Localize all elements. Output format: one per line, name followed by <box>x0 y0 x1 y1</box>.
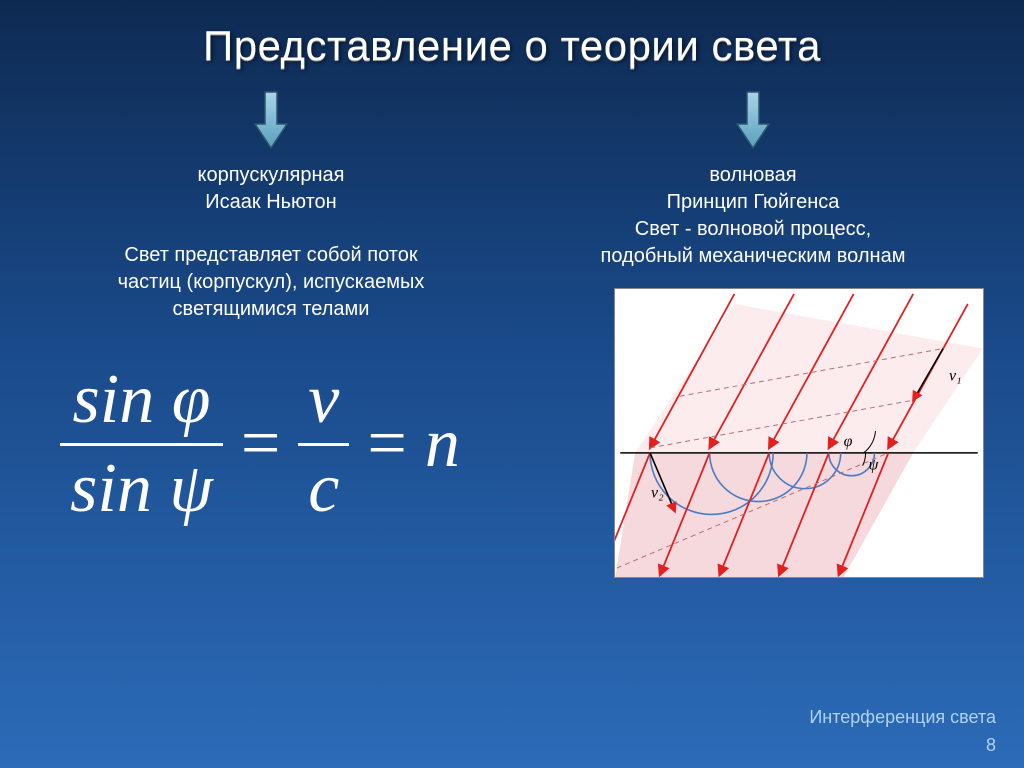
right-heading-l2: Принцип Гюйгенса <box>667 191 840 213</box>
right-column: волновая Принцип Гюйгенса Свет - волново… <box>512 80 994 578</box>
footer-text: Интерференция света <box>809 707 996 728</box>
formula-bar-2 <box>298 443 349 446</box>
formula-bar-1 <box>60 443 223 446</box>
left-desc-l1: Свет представляет собой поток <box>124 244 417 266</box>
right-heading-l3: Свет - волновой процесс, <box>635 218 871 240</box>
right-heading-l1: волновая <box>709 164 796 186</box>
formula-num1: sin φ <box>63 363 221 437</box>
right-heading: волновая Принцип Гюйгенса Свет - волново… <box>512 162 994 270</box>
formula-num2: v <box>298 363 349 437</box>
label-psi: ψ <box>869 457 880 474</box>
arrow-down-icon <box>735 90 771 150</box>
formula-rhs: n <box>425 404 460 484</box>
refraction-formula: sin φ sin ψ = v c = n <box>30 363 490 525</box>
equals-1: = <box>241 404 280 484</box>
arrow-down-icon <box>253 90 289 150</box>
equals-2: = <box>367 404 406 484</box>
formula-den2: c <box>298 452 349 526</box>
label-phi: φ <box>844 433 853 450</box>
right-heading-l4: подобный механическим волнам <box>601 245 906 267</box>
left-desc-l3: светящимися телами <box>173 298 370 320</box>
formula-frac-2: v c <box>298 363 349 525</box>
left-desc-l2: частиц (корпускул), испускаемых <box>118 271 425 293</box>
label-v1: v₁ <box>949 367 962 384</box>
left-column: корпускулярная Исаак Ньютон Свет предста… <box>30 80 512 578</box>
content-columns: корпускулярная Исаак Ньютон Свет предста… <box>0 80 1024 578</box>
left-desc: Свет представляет собой поток частиц (ко… <box>30 242 512 323</box>
slide-title: Представление о теории света <box>0 0 1024 70</box>
huygens-diagram: v₁ <box>614 288 984 578</box>
left-heading-l1: корпускулярная <box>198 164 345 186</box>
left-heading-l2: Исаак Ньютон <box>205 191 336 213</box>
formula-frac-1: sin φ sin ψ <box>60 363 223 525</box>
formula-den1: sin ψ <box>60 452 223 526</box>
left-heading: корпускулярная Исаак Ньютон <box>30 162 512 216</box>
page-number: 8 <box>986 735 996 756</box>
label-v2: v₂ <box>651 485 664 502</box>
